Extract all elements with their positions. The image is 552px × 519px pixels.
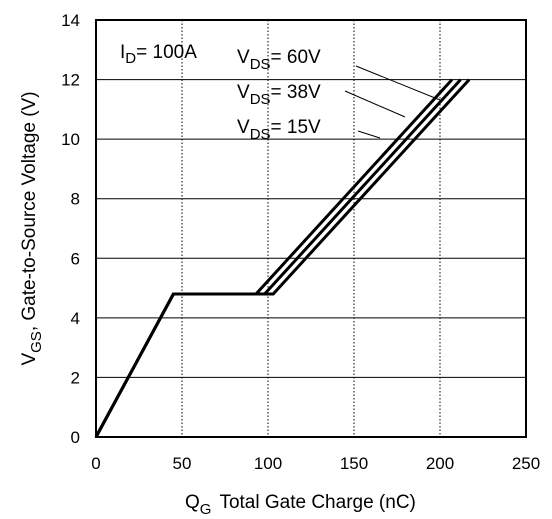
- y-tick-label: 10: [61, 130, 80, 149]
- y-tick-label: 4: [71, 309, 80, 328]
- series-label-15v: VDS= 15V: [237, 117, 321, 143]
- y-tick-labels: 0 2 4 6 8 10 12 14: [61, 11, 80, 447]
- series-label-38v: VDS= 38V: [237, 82, 321, 108]
- label-leader-lines: [344, 65, 441, 139]
- x-tick-label: 200: [426, 454, 454, 473]
- y-axis-label: VGS, Gate-to-Source Voltage (V): [19, 91, 45, 365]
- y-tick-label: 8: [71, 190, 80, 209]
- y-tick-label: 14: [61, 11, 80, 30]
- leader-line: [357, 130, 381, 139]
- series-label-60v: VDS= 60V: [237, 47, 321, 73]
- x-tick-labels: 0 50 100 150 200 250: [91, 454, 540, 473]
- x-tick-label: 100: [254, 454, 282, 473]
- grid-lines: [96, 20, 526, 437]
- y-tick-label: 6: [71, 249, 80, 268]
- series-lines: [94, 78, 471, 438]
- x-tick-label: 150: [340, 454, 368, 473]
- y-tick-label: 12: [61, 71, 80, 90]
- plot-frame: [95, 19, 527, 438]
- y-tick-label: 0: [71, 428, 80, 447]
- x-tick-label: 250: [512, 454, 540, 473]
- y-tick-label: 2: [71, 368, 80, 387]
- leader-line: [344, 90, 406, 118]
- x-tick-label: 50: [173, 454, 192, 473]
- x-axis-label: QG Total Gate Charge (nC): [185, 492, 416, 518]
- x-tick-label: 0: [91, 454, 100, 473]
- leader-line: [355, 65, 441, 101]
- series-line: [94, 78, 471, 438]
- condition-label: ID= 100A: [120, 42, 197, 67]
